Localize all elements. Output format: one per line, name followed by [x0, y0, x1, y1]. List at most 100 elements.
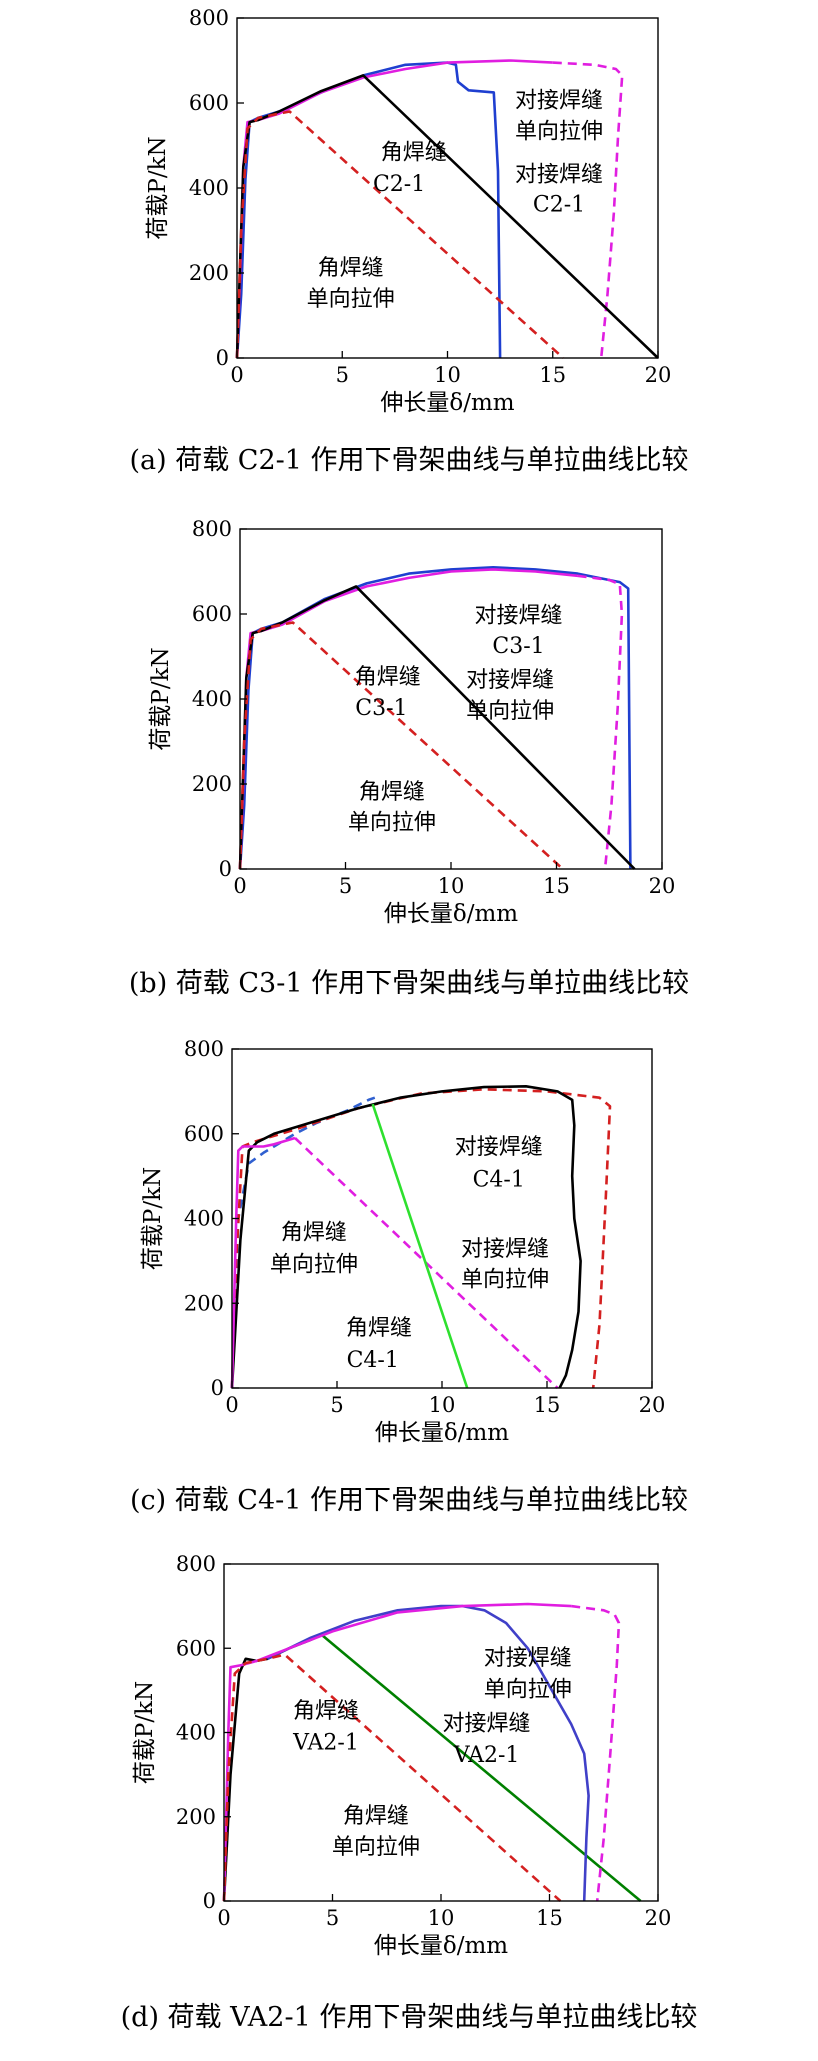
plot-frame: [231, 1048, 653, 1389]
annotation-label: 对接焊缝: [443, 1711, 531, 1736]
chart-a: 0 5 10 15 200200400600800伸长量δ/mm荷载P/kN对接焊缝单向…: [145, 6, 672, 416]
y-tick-label: 400: [184, 1207, 224, 1231]
annotation-label: 单向拉伸: [466, 699, 554, 724]
x-tick-label: 5: [326, 1906, 339, 1930]
y-tick-label: 200: [176, 1805, 216, 1829]
panel-c: 0 5 10 15 20 0 200 400 600 800 伸长量δ/mm 荷载P/kN 对接焊缝 C4…: [0, 1030, 818, 1545]
x-tick-label: 10: [438, 874, 465, 898]
x-tick-label: 10: [434, 363, 461, 387]
annotation-label: VA2-1: [292, 1730, 359, 1755]
annotation-label: 对接焊缝: [466, 668, 554, 693]
series-line-1: [235, 61, 502, 359]
series-line-3: [577, 574, 624, 870]
y-tick-label: 0: [211, 1376, 224, 1400]
x-tick-label: 20: [645, 363, 672, 387]
y-tick-label: 600: [176, 1636, 216, 1660]
y-axis-label: 荷载P/kN: [145, 136, 171, 239]
y-tick-label: 800: [189, 6, 229, 30]
annotation-label: 角焊缝: [359, 780, 425, 805]
y-axis-label: 荷载P/kN: [140, 1167, 166, 1270]
y-tick-label: 400: [176, 1721, 216, 1745]
caption-c: (c) 荷载 C4-1 作用下骨架曲线与单拉曲线比较: [129, 1485, 689, 1516]
chart-c: 0 5 10 15 200200400600800伸长量δ/mm荷载P/kN对接焊缝C4…: [140, 1037, 666, 1446]
y-tick-label: 0: [219, 857, 232, 881]
annotation-label: 角焊缝: [293, 1699, 359, 1724]
x-tick-label: 20: [645, 1906, 672, 1930]
plot-frame: [239, 528, 663, 870]
annotation-label: 单向拉伸: [515, 119, 603, 144]
y-tick-label: 400: [192, 687, 232, 711]
series-line-1: [230, 1096, 376, 1389]
annotation-label: 角焊缝: [281, 1221, 347, 1246]
y-tick-label: 400: [189, 176, 229, 200]
series-line-3: [552, 61, 624, 359]
annotation-label: 角焊缝: [318, 256, 384, 281]
annotation-label: 角焊缝: [381, 141, 447, 166]
caption-a: (a) 荷载 C2-1 作用下骨架曲线与单拉曲线比较: [129, 445, 689, 476]
chart-d: 0 5 10 15 200200400600800伸长量δ/mm荷载P/kN对接焊缝单向…: [132, 1552, 672, 1959]
annotation-label: C2-1: [373, 172, 425, 197]
annotation-label: 单向拉伸: [484, 1678, 572, 1703]
annotation-label: C2-1: [533, 192, 585, 217]
annotation-label: VA2-1: [453, 1743, 520, 1768]
annotation-label: C4-1: [347, 1348, 399, 1373]
y-tick-label: 200: [184, 1291, 224, 1315]
series-line-6: [371, 1103, 469, 1389]
annotation-label: 单向拉伸: [348, 810, 436, 835]
x-tick-label: 0: [217, 1906, 230, 1930]
y-tick-label: 0: [203, 1889, 216, 1913]
series-line-1: [222, 1633, 323, 1902]
panel-b: 0 5 10 15 20 0 200 400 600 800 伸长量δ/mm 荷载P/kN 对接焊缝 C3…: [0, 515, 818, 1030]
annotation-label: 对接焊缝: [475, 604, 563, 629]
x-axis-label: 伸长量δ/mm: [384, 901, 518, 927]
annotation-label: C4-1: [473, 1168, 525, 1193]
x-tick-label: 15: [543, 874, 570, 898]
series-line-4: [235, 74, 659, 359]
y-tick-label: 800: [176, 1552, 216, 1576]
annotation-label: 对接焊缝: [461, 1237, 549, 1262]
annotation-label: 对接焊缝: [515, 163, 603, 188]
annotation-label: 单向拉伸: [270, 1252, 358, 1277]
caption-d: (d) 荷载 VA2-1 作用下骨架曲线与单拉曲线比较: [120, 2002, 698, 2033]
annotation-label: 对接焊缝: [484, 1646, 572, 1671]
y-tick-label: 600: [192, 602, 232, 626]
y-axis-label: 荷载P/kN: [132, 1681, 158, 1784]
x-tick-label: 5: [336, 363, 349, 387]
plot-frame: [236, 17, 659, 359]
annotation-label: 角焊缝: [355, 665, 421, 690]
x-tick-label: 5: [330, 1393, 343, 1417]
annotation-label: 角焊缝: [346, 1316, 412, 1341]
y-tick-label: 0: [216, 346, 229, 370]
panel-d: 0 5 10 15 20 0 200 400 600 800 伸长量δ/mm 荷载P/kN 对接焊缝 单向…: [0, 1545, 818, 2061]
x-tick-label: 0: [225, 1393, 238, 1417]
y-tick-label: 200: [192, 772, 232, 796]
annotation-label: 单向拉伸: [307, 287, 395, 312]
annotation-label: 单向拉伸: [461, 1267, 549, 1292]
x-axis-label: 伸长量δ/mm: [375, 1420, 509, 1446]
series-line-5: [571, 1604, 621, 1902]
x-tick-label: 15: [536, 1906, 563, 1930]
x-tick-label: 15: [539, 363, 566, 387]
x-tick-label: 15: [534, 1393, 561, 1417]
x-axis-label: 伸长量δ/mm: [380, 390, 514, 416]
x-tick-label: 0: [233, 874, 246, 898]
x-tick-label: 10: [428, 1906, 455, 1930]
x-tick-label: 10: [429, 1393, 456, 1417]
series-line-2: [320, 1633, 642, 1902]
series-line-4: [222, 1602, 572, 1902]
panel-a: 0 5 10 15 20 0 200 400 600 800 伸长量δ/mm 荷载P/kN 对接焊缝 单向…: [0, 0, 818, 515]
series-line-3: [266, 1604, 590, 1902]
caption-b: (b) 荷载 C3-1 作用下骨架曲线与单拉曲线比较: [128, 968, 690, 999]
series-line-5: [238, 621, 564, 870]
plot-frame: [223, 1563, 659, 1902]
y-tick-label: 600: [189, 91, 229, 115]
annotation-label: C3-1: [492, 634, 544, 659]
series-line-6: [222, 1653, 562, 1902]
y-tick-label: 800: [192, 517, 232, 541]
x-tick-label: 0: [230, 363, 243, 387]
x-tick-label: 20: [639, 1393, 666, 1417]
y-tick-label: 600: [184, 1122, 224, 1146]
x-tick-label: 5: [339, 874, 352, 898]
annotation-label: 单向拉伸: [332, 1835, 420, 1860]
x-axis-label: 伸长量δ/mm: [374, 1933, 508, 1959]
